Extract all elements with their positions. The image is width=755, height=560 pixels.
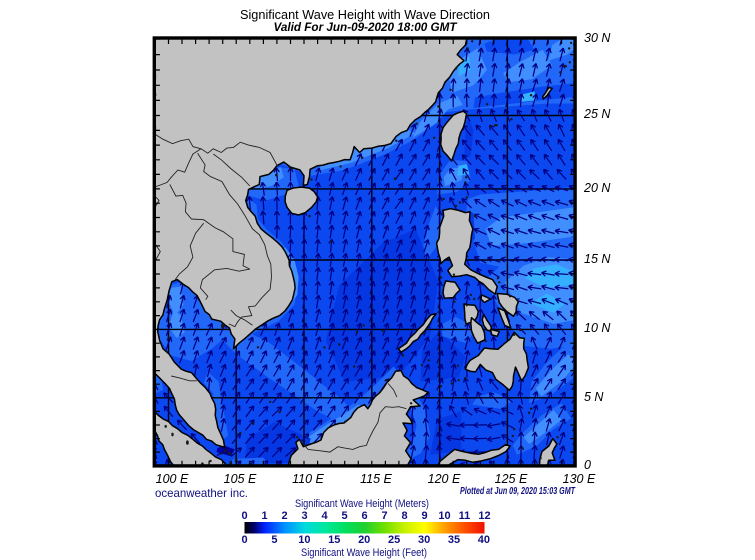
svg-text:4: 4 bbox=[321, 510, 328, 522]
svg-text:100 E: 100 E bbox=[156, 472, 189, 486]
svg-text:Significant Wave Height with W: Significant Wave Height with Wave Direct… bbox=[240, 7, 490, 22]
svg-text:Significant Wave Height (Feet): Significant Wave Height (Feet) bbox=[301, 547, 427, 559]
svg-text:12: 12 bbox=[478, 510, 490, 522]
svg-text:3: 3 bbox=[301, 510, 307, 522]
svg-text:Plotted at Jun 09, 2020 15:03: Plotted at Jun 09, 2020 15:03 GMT bbox=[460, 486, 576, 497]
svg-text:5: 5 bbox=[271, 534, 277, 546]
svg-text:30 N: 30 N bbox=[584, 31, 611, 45]
svg-text:110 E: 110 E bbox=[292, 472, 324, 486]
svg-text:5 N: 5 N bbox=[584, 390, 604, 404]
svg-text:15 N: 15 N bbox=[584, 252, 611, 266]
svg-text:1: 1 bbox=[261, 510, 267, 522]
svg-text:0: 0 bbox=[241, 534, 247, 546]
svg-text:20: 20 bbox=[358, 534, 370, 546]
svg-text:125 E: 125 E bbox=[495, 472, 528, 486]
svg-text:0: 0 bbox=[241, 510, 247, 522]
svg-text:8: 8 bbox=[401, 510, 407, 522]
svg-text:10: 10 bbox=[298, 534, 310, 546]
svg-text:6: 6 bbox=[361, 510, 367, 522]
svg-text:20 N: 20 N bbox=[583, 181, 611, 195]
svg-text:7: 7 bbox=[381, 510, 387, 522]
svg-text:25 N: 25 N bbox=[583, 107, 611, 121]
svg-text:oceanweather inc.: oceanweather inc. bbox=[155, 486, 248, 500]
svg-text:40: 40 bbox=[478, 534, 490, 546]
svg-text:Significant Wave Height (Meter: Significant Wave Height (Meters) bbox=[295, 498, 429, 510]
svg-text:15: 15 bbox=[328, 534, 340, 546]
svg-text:105 E: 105 E bbox=[224, 472, 257, 486]
svg-text:10 N: 10 N bbox=[584, 321, 611, 335]
svg-text:5: 5 bbox=[341, 510, 347, 522]
svg-text:35: 35 bbox=[448, 534, 460, 546]
svg-text:11: 11 bbox=[459, 510, 471, 522]
svg-text:0: 0 bbox=[584, 458, 591, 472]
svg-text:2: 2 bbox=[281, 510, 287, 522]
svg-text:9: 9 bbox=[421, 510, 427, 522]
svg-text:10: 10 bbox=[438, 510, 450, 522]
svg-text:25: 25 bbox=[388, 534, 400, 546]
svg-text:Valid For Jun-09-2020 18:00 GM: Valid For Jun-09-2020 18:00 GMT bbox=[274, 20, 459, 34]
svg-text:130 E: 130 E bbox=[563, 472, 596, 486]
svg-text:120 E: 120 E bbox=[428, 472, 461, 486]
svg-text:115 E: 115 E bbox=[360, 472, 392, 486]
svg-text:30: 30 bbox=[418, 534, 430, 546]
